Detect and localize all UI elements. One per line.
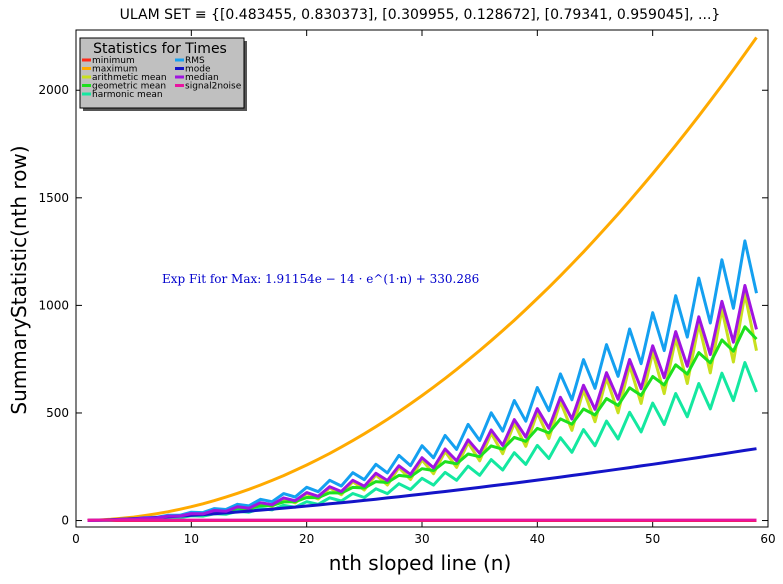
legend-title: Statistics for Times — [93, 41, 227, 57]
y-tick-label: 2000 — [38, 83, 69, 97]
series-layer — [87, 36, 758, 522]
series-line-median — [87, 284, 758, 522]
y-tick-label: 500 — [46, 406, 69, 420]
legend-label: mode — [185, 65, 211, 75]
x-tick-label: 40 — [530, 532, 545, 546]
chart-title: ULAM SET ≡ {[0.483455, 0.830373], [0.309… — [120, 7, 721, 23]
series-line-maximum — [87, 36, 758, 522]
legend-label: maximum — [92, 65, 137, 75]
y-axis-label: SummaryStatistic(nth row) — [7, 145, 31, 414]
legend-label: RMS — [185, 56, 205, 66]
legend-label: geometric mean — [92, 82, 166, 92]
x-tick-label: 30 — [414, 532, 429, 546]
y-tick-label: 0 — [61, 514, 69, 528]
fit-annotation: Exp Fit for Max: 1.91154e − 14 · e^(1·n)… — [162, 272, 479, 286]
x-tick-label: 50 — [645, 532, 660, 546]
x-axis-label: nth sloped line (n) — [329, 551, 512, 575]
y-axis-ticks: 0 500 1000 1500 2000 — [38, 83, 768, 528]
x-axis-ticks: 0 10 20 30 40 50 60 — [72, 30, 776, 546]
legend-label: arithmetic mean — [92, 73, 167, 83]
x-tick-label: 60 — [760, 532, 775, 546]
x-tick-label: 10 — [184, 532, 199, 546]
legend-label: harmonic mean — [92, 90, 163, 100]
legend-label: signal2noise — [185, 82, 242, 92]
legend-label: minimum — [92, 56, 135, 66]
y-tick-label: 1500 — [38, 191, 69, 205]
legend-box — [79, 37, 245, 109]
x-tick-label: 0 — [72, 532, 80, 546]
legend: Statistics for Times minimummaximumarith… — [79, 37, 247, 111]
y-tick-label: 1000 — [38, 298, 69, 312]
legend-label: median — [185, 73, 219, 83]
x-tick-label: 20 — [299, 532, 314, 546]
